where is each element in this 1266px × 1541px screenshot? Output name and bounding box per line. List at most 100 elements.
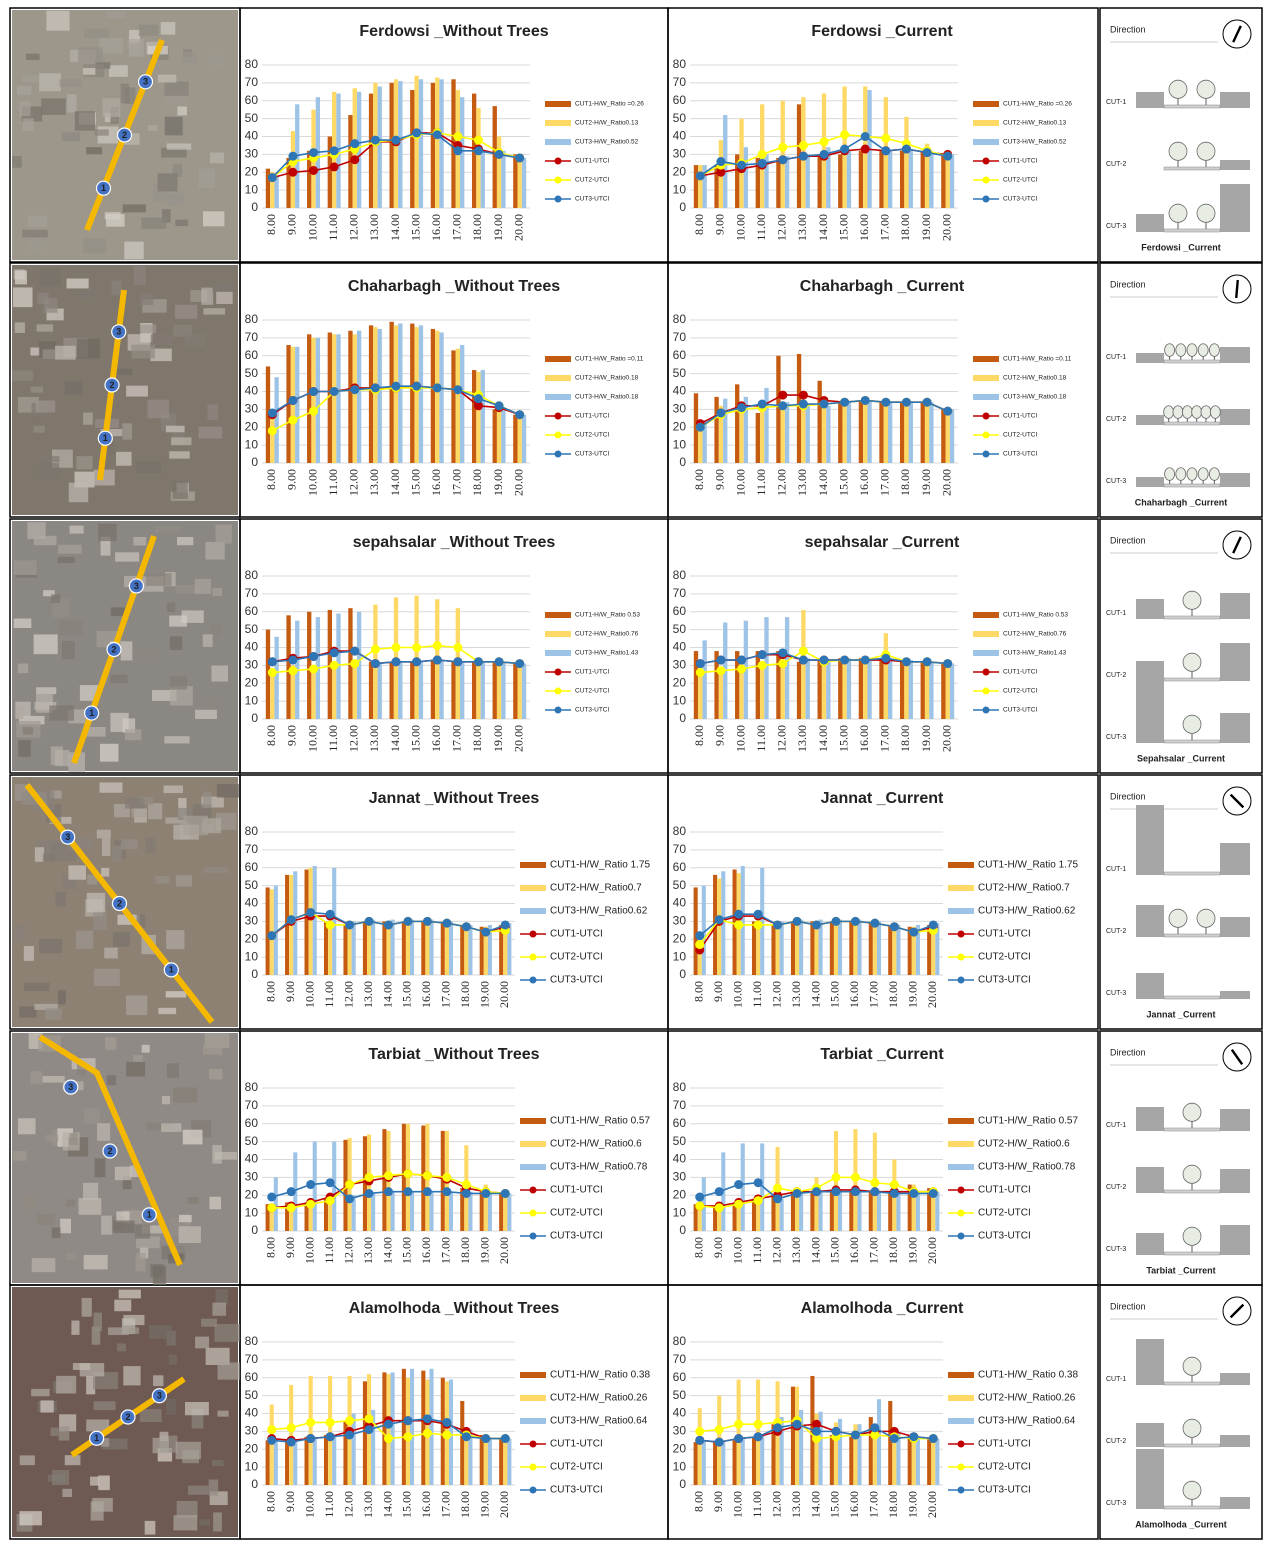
map-block [18, 715, 45, 725]
bar [818, 1189, 823, 1231]
x-tick-label: 14.00 [816, 725, 830, 752]
map-block [79, 291, 94, 299]
utci-point [325, 1196, 335, 1206]
utci-point [286, 1187, 296, 1197]
bar [941, 663, 946, 719]
map-block [136, 1236, 160, 1249]
map-image [12, 1033, 238, 1283]
x-tick-label: 18.00 [458, 981, 472, 1008]
x-tick-label: 17.00 [450, 214, 464, 241]
x-tick-label: 8.00 [692, 725, 706, 746]
map-marker-label: 2 [111, 644, 116, 654]
map-block [183, 815, 208, 836]
bar [896, 1431, 901, 1485]
utci-point [798, 151, 808, 161]
x-tick-label: 17.00 [867, 1491, 881, 1518]
y-tick-label: 80 [245, 312, 259, 326]
cut-label: CUT-3 [1106, 990, 1126, 997]
bar [439, 79, 444, 208]
y-tick-label: 20 [673, 931, 687, 945]
map-block [93, 1312, 102, 1332]
y-tick-label: 10 [245, 1459, 259, 1473]
x-tick-label: 17.00 [878, 469, 892, 496]
utci-point [695, 668, 705, 678]
utci-point [889, 1188, 899, 1198]
utci-point [481, 1434, 491, 1444]
y-tick-label: 70 [673, 1352, 687, 1366]
bar [739, 409, 744, 463]
bar [328, 921, 333, 975]
map-block [55, 891, 67, 907]
chart-title: Jannat _Current [821, 790, 944, 807]
bar [833, 921, 839, 975]
map-block [136, 461, 162, 474]
map-marker-label: 1 [94, 1433, 99, 1443]
map-block [64, 381, 83, 395]
tree-crown [1182, 1226, 1202, 1246]
x-tick-label: 11.00 [322, 1237, 336, 1264]
bar [471, 370, 477, 463]
x-tick-label: 19.00 [919, 469, 933, 496]
bar [460, 97, 465, 208]
utci-point [695, 171, 705, 181]
legend-swatch [973, 101, 999, 107]
legend-label: CUT2-H/W_Ratio0.6 [978, 1139, 1070, 1150]
x-tick-label: 20.00 [511, 214, 525, 241]
bar [818, 1411, 823, 1485]
bar [460, 1188, 465, 1231]
legend-label: CUT1-UTCI [978, 1185, 1031, 1196]
map-block [144, 1520, 156, 1535]
bar [858, 400, 864, 463]
x-tick-label: 18.00 [886, 1237, 900, 1264]
tree-crown [1196, 141, 1216, 161]
utci-point [819, 137, 829, 147]
map-block [58, 620, 83, 636]
map-marker [60, 829, 76, 845]
map-block [90, 1476, 100, 1486]
building-right [1220, 1169, 1250, 1193]
x-tick-label: 17.00 [439, 1491, 453, 1518]
utci-point [461, 1432, 471, 1442]
bar [931, 924, 936, 975]
y-tick-label: 0 [251, 1223, 258, 1237]
utci-point [267, 668, 277, 678]
cell-border [1099, 7, 1263, 263]
legend-label: CUT1-UTCI [1003, 669, 1037, 676]
map-block [114, 1299, 132, 1312]
map-block [166, 930, 185, 950]
x-tick-label: 11.00 [326, 725, 340, 752]
map-marker-label: 1 [101, 183, 106, 193]
map-block [59, 79, 82, 88]
bar [507, 923, 512, 975]
tree-crown [1175, 343, 1187, 357]
tree-crown [1175, 467, 1187, 481]
map-marker-label: 3 [157, 1391, 162, 1401]
bar [755, 651, 760, 719]
y-tick-label: 30 [673, 1424, 687, 1438]
utci-point [909, 1432, 919, 1442]
bar [799, 1409, 804, 1485]
y-tick-label: 40 [245, 384, 259, 398]
y-tick-label: 20 [245, 419, 259, 433]
map-block [201, 287, 214, 305]
building-left [1136, 1167, 1164, 1193]
map-block [102, 1438, 128, 1450]
bar [356, 330, 362, 463]
map-block [165, 991, 187, 998]
x-tick-label: 19.00 [478, 1237, 492, 1264]
map-block [27, 522, 46, 539]
x-tick-label: 20.00 [511, 469, 525, 496]
tree-crown [1168, 141, 1188, 161]
bar [776, 651, 781, 719]
x-tick-label: 20.00 [939, 214, 953, 241]
bar [941, 154, 946, 208]
x-tick-label: 19.00 [906, 981, 920, 1008]
utci-point [309, 165, 319, 175]
legend-swatch [973, 120, 999, 126]
bar [451, 661, 456, 719]
cut-label: CUT-1 [1106, 354, 1126, 361]
bar [289, 1384, 294, 1485]
map-marker-label: 1 [89, 708, 94, 718]
legend-swatch [545, 612, 571, 618]
utci-point [384, 1419, 393, 1429]
